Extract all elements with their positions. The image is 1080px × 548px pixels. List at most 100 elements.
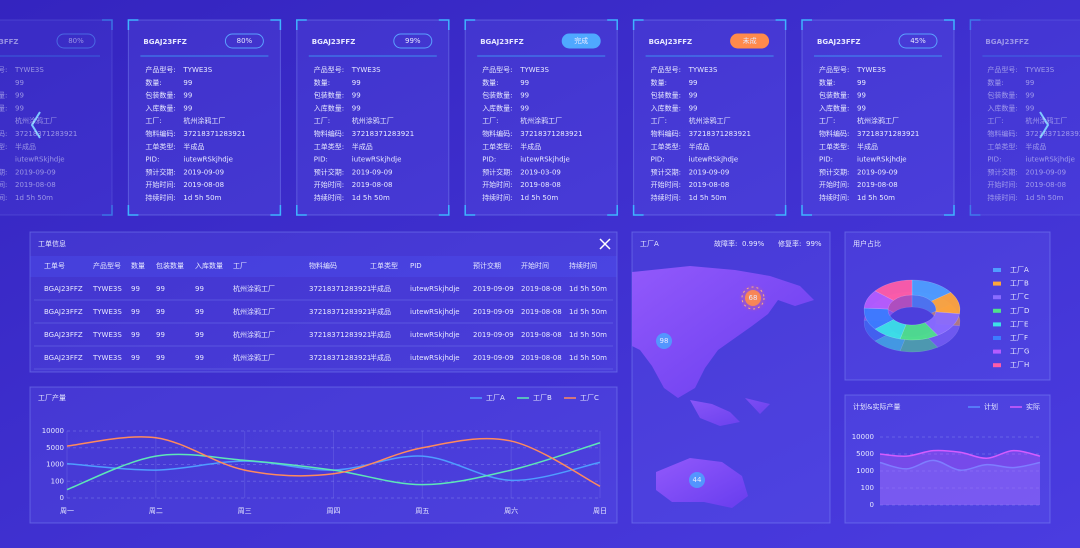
card-value: 2019-09-09 — [689, 168, 730, 176]
table-cell: 37218371283921 — [309, 331, 371, 339]
card-label: 产品型号: — [651, 65, 681, 74]
card-label: 工单类型: — [651, 142, 681, 151]
card-label: 包装数量: — [314, 91, 344, 100]
card-label: 工厂: — [819, 117, 835, 125]
card-value: TYWE3S — [182, 66, 212, 74]
card-value: 2019-09-09 — [857, 168, 898, 176]
chart-title: 计划&实际产量 — [853, 402, 900, 411]
card-label: 工单类型: — [482, 142, 512, 151]
card-value: 杭州涂鸦工厂 — [520, 116, 562, 125]
table-cell: 杭州涂鸦工厂 — [233, 353, 275, 362]
y-tick-label: 5000 — [46, 444, 64, 452]
card-value: 99 — [520, 79, 529, 87]
card-label: 开始时间: — [145, 180, 175, 189]
table-cell: 99 — [156, 285, 165, 293]
table-cell: 99 — [195, 354, 204, 362]
card-label: 包装数量: — [651, 91, 681, 100]
legend-swatch — [993, 281, 1001, 286]
card-value: 1d 5h 50m — [183, 194, 221, 202]
table-cell: 99 — [156, 331, 165, 339]
card-badge — [730, 33, 770, 49]
card-label: 物料编码: — [482, 129, 512, 138]
card-label: 产品型号: — [987, 65, 1017, 74]
table-cell: 半成品 — [370, 307, 391, 316]
table-cell: TYWE3S — [92, 331, 122, 339]
table-cell: BGAJ23FFZ — [44, 308, 83, 316]
y-tick-label: 0 — [870, 501, 874, 509]
card-corners — [102, 19, 113, 216]
table-cell: 99 — [131, 308, 140, 316]
map-title: 工厂A — [640, 240, 659, 248]
card-bg — [464, 19, 618, 216]
card-value: 2019-08-08 — [15, 181, 56, 189]
series-line — [879, 449, 1041, 460]
card-value: 2019-08-08 — [352, 181, 393, 189]
card-label: 数量: — [482, 78, 498, 87]
card-label: 产品型号: — [482, 65, 512, 74]
card-badge — [224, 33, 264, 49]
next-arrow[interactable] — [1039, 111, 1050, 139]
card-label: 持续时间: — [819, 193, 849, 202]
x-tick-label: 周四 — [327, 507, 341, 515]
table-cell: 1d 5h 50m — [569, 354, 607, 362]
y-tick-label: 0 — [60, 494, 64, 502]
card-value: 半成品 — [15, 142, 36, 151]
table-header: 物料编码 — [309, 261, 337, 270]
card-value: TYWE3S — [519, 66, 549, 74]
table-cell: BGAJ23FFZ — [44, 331, 83, 339]
card-corners — [801, 19, 955, 216]
table-cell: 99 — [195, 308, 204, 316]
card-value: 99 — [352, 79, 361, 87]
chart-title: 工厂产量 — [38, 393, 66, 402]
table-cell: 1d 5h 50m — [569, 308, 607, 316]
card-value: 99 — [520, 92, 529, 100]
table-cell: TYWE3S — [92, 285, 122, 293]
series-line — [66, 436, 601, 487]
prev-arrow[interactable] — [30, 111, 41, 139]
table-cell: 半成品 — [370, 284, 391, 293]
table-cell: 杭州涂鸦工厂 — [233, 330, 275, 339]
table-cell: 37218371283921 — [309, 354, 371, 362]
card-value: 2019-09-09 — [15, 168, 56, 176]
card-label: 包装数量: — [145, 91, 175, 100]
card-bg — [969, 19, 1080, 216]
card-value: 杭州涂鸦工厂 — [15, 116, 57, 125]
close-icon[interactable] — [599, 238, 611, 250]
card: BGAJ23FFZ 80% 产品型号: TYWE3S 数量: 99 包装数量: 99 入库数量:… — [127, 19, 282, 216]
card-label: 入库数量: — [482, 103, 512, 112]
card-label: 入库数量: — [314, 103, 344, 112]
card-title: BGAJ23FFZ — [143, 38, 186, 46]
map-marker-label: 44 — [693, 476, 702, 484]
card-corners — [464, 19, 618, 216]
card-value: 1d 5h 50m — [520, 194, 558, 202]
table-cell: 99 — [195, 331, 204, 339]
card-value: 1d 5h 50m — [1025, 194, 1063, 202]
card-title: BGAJ23FFZ — [312, 38, 355, 46]
slice — [911, 279, 952, 302]
y-tick-label: 1000 — [856, 467, 874, 475]
card-label: 包装数量: — [482, 91, 512, 100]
card-value: 半成品 — [1025, 142, 1046, 151]
card-value: 杭州涂鸦工厂 — [857, 116, 899, 125]
card-value: 杭州涂鸦工厂 — [689, 116, 731, 125]
card-badge-text: 80% — [237, 37, 253, 45]
table-header: 入库数量 — [195, 261, 223, 270]
card-label: PID: — [482, 156, 496, 164]
table-cell: iutewRSkjhdje — [410, 285, 460, 293]
table-header-bg — [30, 256, 617, 277]
table-panel — [29, 231, 618, 373]
card-value: 37218371283921 — [1025, 130, 1080, 138]
card-label: 工单类型: — [819, 142, 849, 151]
card-value: 99 — [1025, 104, 1034, 112]
legend-label: 工厂D — [1010, 307, 1029, 315]
card-title: BGAJ23FFZ — [649, 38, 692, 46]
table-cell: 2019-09-09 — [473, 285, 514, 293]
card-value: 37218371283921 — [857, 130, 919, 138]
table-cell: 2019-08-08 — [521, 354, 562, 362]
repair-value: 99% — [806, 240, 822, 248]
table-header: 数量 — [131, 261, 145, 270]
plan-panel — [844, 394, 1051, 524]
card: BGAJ23FFZ 99% 产品型号: TYWE3S 数量: 99 包装数量: 99 入库数量:… — [296, 19, 450, 216]
table-cell: 1d 5h 50m — [569, 285, 607, 293]
map-marker — [745, 290, 761, 306]
